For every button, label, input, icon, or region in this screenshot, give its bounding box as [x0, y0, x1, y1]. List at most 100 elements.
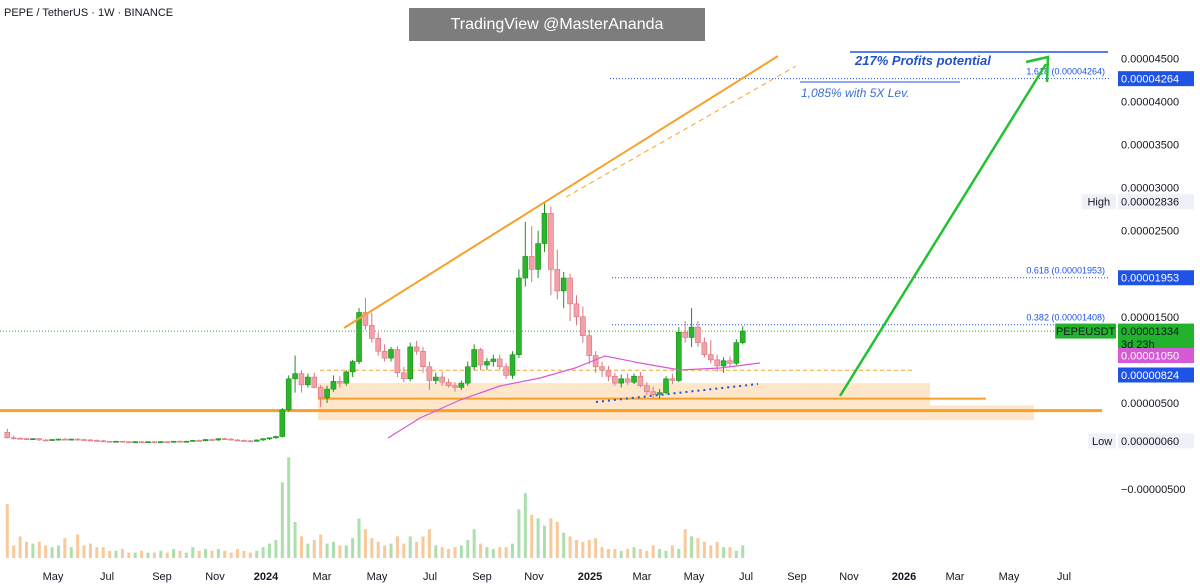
volume-bar: [574, 540, 578, 558]
time-axis[interactable]: May Jul Sep Nov 2024 Mar May Jul Sep Nov 2025 Mar Ma…: [43, 571, 1071, 583]
candle-body: [119, 440, 126, 443]
volume-bar: [696, 538, 700, 558]
candle-body: [94, 440, 100, 442]
candle-body: [87, 439, 94, 442]
volume-bar: [338, 545, 342, 558]
fib-levels: 1.618 (0.00004264) 0.618 (0.00001953) 0.38…: [0, 67, 1110, 332]
price-tick-label: 0.00003000: [1121, 183, 1179, 195]
volume-bar: [479, 543, 483, 558]
candle-body: [535, 243, 541, 270]
volume-bar: [280, 482, 284, 558]
volume-bar: [434, 545, 438, 558]
candle-body: [285, 378, 292, 411]
candle-body: [356, 312, 362, 362]
price-tag-label-box: [1055, 323, 1116, 339]
support-zones: [0, 369, 1102, 421]
volume-bar: [210, 550, 214, 558]
volume-bar: [344, 545, 348, 558]
volume-bar: [127, 552, 131, 558]
candle-body: [471, 349, 477, 368]
candle-body: [55, 438, 62, 441]
volume-bar: [542, 525, 546, 558]
candle-body: [266, 437, 273, 440]
candle-body: [394, 349, 401, 374]
price-tag-value: 0.00000824: [1121, 370, 1179, 382]
volume-bar: [299, 536, 303, 558]
candle-body: [413, 346, 420, 352]
volume-bar: [734, 550, 738, 558]
candle-body: [324, 388, 330, 399]
time-tick-label: Mar: [633, 571, 652, 583]
volume-bar: [140, 550, 144, 558]
volume-bar: [101, 547, 105, 558]
volume-bar: [287, 457, 291, 558]
volume-bars: [5, 457, 745, 558]
volume-bar: [491, 549, 495, 558]
candle-body: [586, 335, 593, 356]
candle-body: [4, 431, 11, 439]
candle-body: [567, 277, 573, 305]
candle-body: [720, 360, 727, 367]
resistance-trendline-dashed: [565, 65, 797, 198]
candle-body: [196, 440, 202, 442]
volume-bar: [274, 540, 278, 558]
candle-body: [541, 213, 548, 244]
volume-bar: [95, 547, 99, 558]
candle-body: [682, 331, 688, 338]
time-tick-label: 2026: [892, 571, 916, 583]
price-tag-label: PEPEUSDT: [1056, 326, 1116, 338]
volume-bar: [440, 547, 444, 558]
volume-bar: [690, 536, 694, 558]
volume-bar: [357, 518, 361, 558]
candle-body: [247, 440, 254, 443]
candle-body: [42, 439, 49, 442]
watermark: TradingView @MasterAnanda: [409, 8, 705, 41]
volume-bar: [606, 549, 610, 558]
volume-bar: [197, 550, 201, 558]
price-tag-value: 0.00001334: [1121, 326, 1179, 338]
candle-body: [599, 366, 605, 371]
volume-bar: [172, 549, 176, 558]
volume-bar: [389, 543, 393, 558]
volume-bar: [255, 550, 259, 558]
volume-bar: [523, 493, 527, 558]
time-tick-label: Jul: [100, 571, 114, 583]
volume-bar: [120, 549, 124, 558]
candle-body: [202, 439, 209, 442]
time-tick-label: Mar: [946, 571, 965, 583]
price-axis[interactable]: 0.00004500 0.00004000 0.00003500 0.00003000…: [1055, 53, 1194, 496]
candle-body: [260, 438, 266, 441]
projection-arrow: [838, 63, 1048, 397]
candle-body: [452, 385, 458, 388]
candle-body: [30, 438, 36, 440]
volume-bar: [683, 529, 687, 558]
time-tick-label: Sep: [152, 571, 172, 583]
support-zone-upper: [318, 383, 930, 406]
time-tick-label: Mar: [313, 571, 332, 583]
candle-body: [113, 440, 119, 443]
time-tick-label: Jul: [739, 571, 753, 583]
volume-bar: [658, 549, 662, 558]
volume-bar: [619, 550, 623, 558]
candle-body: [369, 325, 375, 339]
candle-body: [631, 375, 637, 383]
candle-body: [234, 439, 241, 442]
volume-bar: [268, 543, 272, 558]
candle-body: [145, 441, 151, 443]
candle-body: [548, 213, 554, 270]
price-tag-value: 0.00004264: [1121, 74, 1179, 86]
candle-body: [215, 438, 222, 441]
candle-body: [253, 439, 260, 442]
volume-bar: [229, 552, 233, 558]
volume-bar: [638, 549, 642, 558]
candles: [4, 201, 746, 443]
volume-bar: [485, 547, 489, 558]
candle-body: [420, 350, 426, 368]
candle-body: [496, 358, 503, 368]
candle-body: [337, 381, 343, 384]
volume-bar: [44, 545, 48, 558]
volume-bar: [165, 552, 169, 558]
price-tick-label: −0.00000500: [1121, 484, 1186, 496]
volume-bar: [133, 552, 137, 558]
